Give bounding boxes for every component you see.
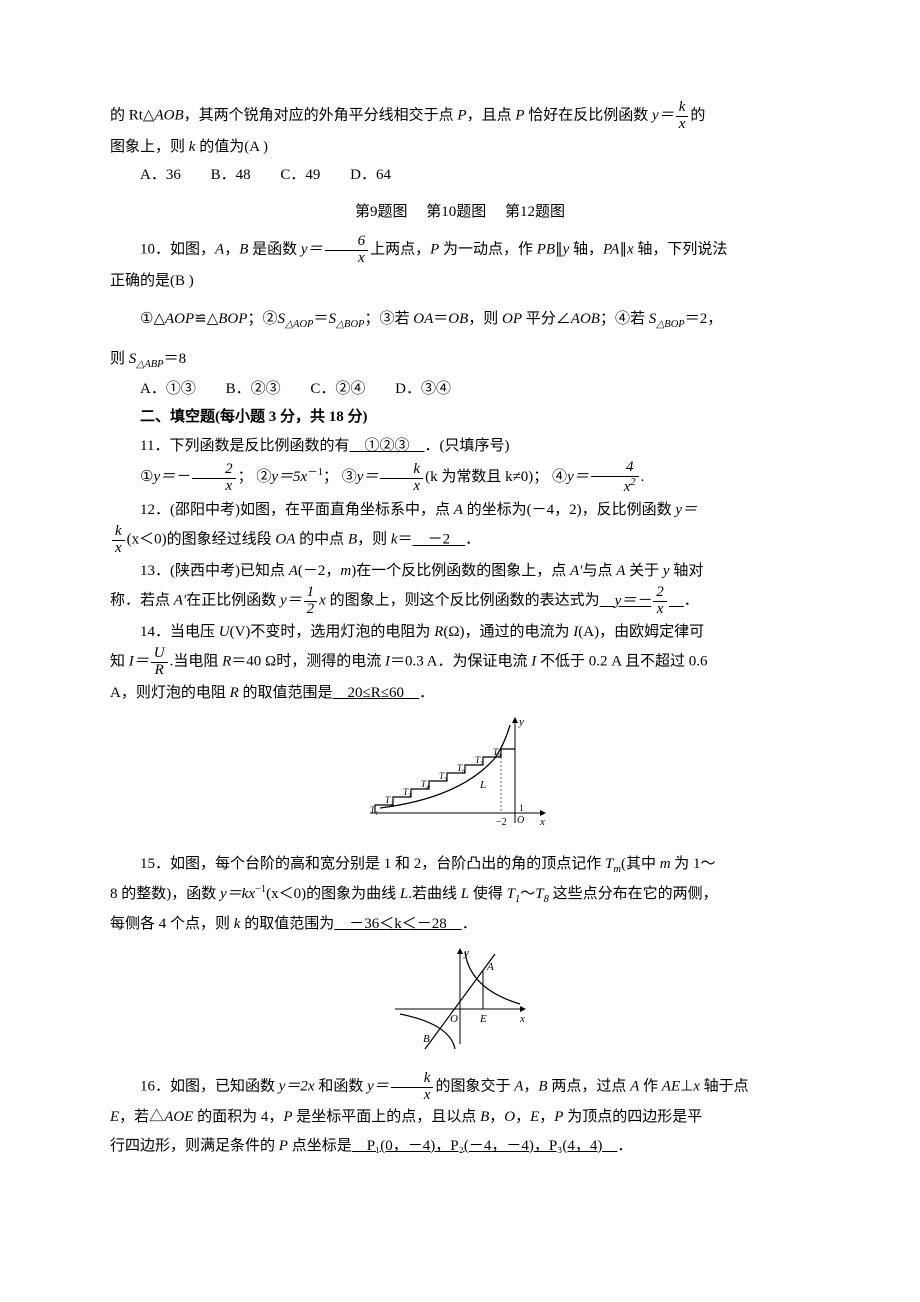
q12-line1: 12．(邵阳中考)如图，在平面直角坐标系中，点 A 的坐标为(－4，2)，反比例… bbox=[110, 496, 810, 525]
q14-answer: 20≤R≤60 bbox=[333, 685, 419, 701]
q9-y: y＝ bbox=[652, 108, 674, 124]
svg-text:T₄: T₄ bbox=[421, 779, 429, 789]
q15-line2: 8 的整数)，函数 y＝kx−1(x＜0)的图象为曲线 L.若曲线 L 使得 T… bbox=[110, 880, 810, 910]
q11-answer: ①②③ bbox=[349, 438, 424, 454]
figcap-12: 第12题图 bbox=[505, 204, 565, 220]
q15-figure: T₁ T₂ T₃ T₄ T₅ T₆ T₇ T₈ y x −2 O 1 L bbox=[110, 713, 810, 844]
q9-pre: 的 Rt△ bbox=[110, 108, 154, 124]
svg-text:O: O bbox=[450, 1013, 458, 1025]
q15-line1: 15．如图，每个台阶的高和宽分别是 1 和 2，台阶凸出的角的顶点记作 Tm(其… bbox=[110, 850, 810, 880]
svg-text:−2: −2 bbox=[496, 817, 507, 828]
q10-line2: 正确的是(B ) bbox=[110, 267, 810, 296]
q9-ans: (A ) bbox=[244, 139, 268, 155]
q13-answer: y＝－2x bbox=[600, 593, 684, 609]
q10-opt-c: C．②④ bbox=[310, 381, 365, 397]
q10-line1: 10．如图，A，B 是函数 y＝6x上两点，P 为一动点，作 PB∥y 轴，PA… bbox=[110, 234, 810, 267]
q10-then: 则 S△ABP＝8 bbox=[110, 345, 810, 375]
svg-text:T₆: T₆ bbox=[457, 763, 465, 773]
q16-figure: y x A B O E bbox=[110, 944, 810, 1065]
q9-p2: P bbox=[515, 108, 524, 124]
q9-m1: ，其两个锐角对应的外角平分线相交于点 bbox=[184, 108, 458, 124]
q9-opt-b: B．48 bbox=[211, 167, 251, 183]
q16-line3: 行四边形，则满足条件的 P 点坐标是 P₁(0，－4)，P₂(－4，－4)，P₃… bbox=[110, 1132, 810, 1161]
svg-text:y: y bbox=[463, 947, 469, 959]
svg-text:y: y bbox=[518, 716, 524, 728]
q10-options: A．①③ B．②③ C．②④ D．③④ bbox=[110, 375, 810, 404]
q13-line2: 称．若点 A′在正比例函数 y＝12x 的图象上，则这个反比例函数的表达式为 y… bbox=[110, 585, 810, 618]
q9-line1: 的 Rt△AOB，其两个锐角对应的外角平分线相交于点 P，且点 P 恰好在反比例… bbox=[110, 100, 810, 133]
q10-opt-d: D．③④ bbox=[395, 381, 451, 397]
q9-opt-d: D．64 bbox=[350, 167, 391, 183]
q16-line2: E，若△AOE 的面积为 4，P 是坐标平面上的点，且以点 B，O，E，P 为顶… bbox=[110, 1103, 810, 1132]
svg-text:A: A bbox=[486, 961, 494, 973]
svg-text:T₁: T₁ bbox=[370, 805, 378, 815]
q14-line3: A，则灯泡的电阻 R 的取值范围是 20≤R≤60 ． bbox=[110, 679, 810, 708]
svg-text:T₈: T₈ bbox=[493, 747, 501, 757]
section2-heading: 二、填空题(每小题 3 分，共 18 分) bbox=[110, 403, 810, 432]
svg-text:x: x bbox=[539, 816, 545, 828]
svg-text:O: O bbox=[517, 815, 524, 826]
svg-text:L: L bbox=[479, 779, 486, 791]
figcap-10: 第10题图 bbox=[426, 204, 486, 220]
figcap-9: 第9题图 bbox=[355, 204, 408, 220]
q16-svg: y x A B O E bbox=[385, 944, 535, 1054]
q9-line2: 图象上，则 k 的值为(A ) bbox=[110, 133, 810, 162]
svg-text:1: 1 bbox=[519, 803, 524, 813]
q9-m2: ，且点 bbox=[467, 108, 516, 124]
svg-text:E: E bbox=[479, 1013, 487, 1025]
q15-svg: T₁ T₂ T₃ T₄ T₅ T₆ T₇ T₈ y x −2 O 1 L bbox=[360, 713, 560, 833]
q9-l2b: 的值为 bbox=[195, 139, 244, 155]
svg-text:T₃: T₃ bbox=[403, 787, 411, 797]
q12-answer: －2 bbox=[413, 532, 466, 548]
svg-text:T₅: T₅ bbox=[439, 771, 447, 781]
q16-answer: P₁(0，－4)，P₂(－4，－4)，P₃(4，4) bbox=[352, 1138, 618, 1154]
svg-text:T₂: T₂ bbox=[385, 795, 393, 805]
q11-line2: ①y＝－2x； ②y＝5x－1； ③y＝kx(k 为常数且 k≠0)； ④y＝4… bbox=[110, 460, 810, 496]
q14-line2: 知 I＝UR.当电阻 R＝40 Ω时，测得的电流 I＝0.3 A．为保证电流 I… bbox=[110, 646, 810, 679]
q10-statements: ①△AOP≌△BOP；②S△AOP＝S△BOP；③若 OA＝OB，则 OP 平分… bbox=[110, 305, 810, 335]
q13-line1: 13．(陕西中考)已知点 A(－2，m)在一个反比例函数的图象上，点 A′与点 … bbox=[110, 557, 810, 586]
svg-text:B: B bbox=[423, 1033, 430, 1045]
q9-options: A．36 B．48 C．49 D．64 bbox=[110, 161, 810, 190]
q9-post: 的 bbox=[690, 108, 705, 124]
figure-caption-row: 第9题图 第10题图 第12题图 bbox=[110, 198, 810, 227]
q9-opt-c: C．49 bbox=[280, 167, 320, 183]
q9-p1: P bbox=[457, 108, 466, 124]
q10-frac: 6x bbox=[325, 234, 369, 267]
q9-aob: AOB bbox=[154, 108, 183, 124]
q10-opt-a: A．①③ bbox=[140, 381, 196, 397]
q9-opt-a: A．36 bbox=[140, 167, 181, 183]
q12-line2: kx(x＜0)的图象经过线段 OA 的中点 B，则 k＝ －2 ． bbox=[110, 524, 810, 557]
q16-line1: 16．如图，已知函数 y＝2x 和函数 y＝kx的图象交于 A，B 两点，过点 … bbox=[110, 1071, 810, 1104]
q9-frac: kx bbox=[676, 100, 689, 133]
q15-answer: －36＜k＜－28 bbox=[334, 916, 462, 932]
q9-m3: 恰好在反比例函数 bbox=[525, 108, 653, 124]
q10-opt-b: B．②③ bbox=[226, 381, 281, 397]
svg-text:T₇: T₇ bbox=[475, 755, 483, 765]
q14-line1: 14．当电压 U(V)不变时，选用灯泡的电阻为 R(Ω)，通过的电流为 I(A)… bbox=[110, 618, 810, 647]
q15-line3: 每侧各 4 个点，则 k 的取值范围为 －36＜k＜－28 ． bbox=[110, 910, 810, 939]
q9-l2a: 图象上，则 bbox=[110, 139, 189, 155]
q11-line1: 11．下列函数是反比例函数的有 ①②③ ．(只填序号) bbox=[110, 432, 810, 461]
svg-text:x: x bbox=[519, 1013, 525, 1025]
